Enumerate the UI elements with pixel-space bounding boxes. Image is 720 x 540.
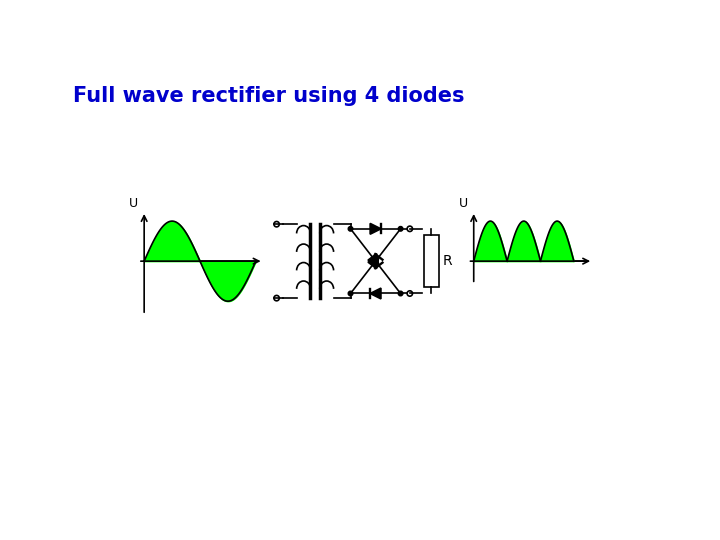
Circle shape <box>398 291 403 296</box>
Polygon shape <box>370 224 381 234</box>
Text: U: U <box>129 197 138 210</box>
Circle shape <box>348 226 353 231</box>
Circle shape <box>348 291 353 296</box>
Polygon shape <box>368 254 379 266</box>
Text: R: R <box>443 254 453 268</box>
Polygon shape <box>368 257 379 269</box>
Text: U: U <box>459 197 467 210</box>
Text: Full wave rectifier using 4 diodes: Full wave rectifier using 4 diodes <box>73 86 464 106</box>
Polygon shape <box>370 288 381 299</box>
Circle shape <box>398 226 403 231</box>
Bar <box>423 235 439 287</box>
